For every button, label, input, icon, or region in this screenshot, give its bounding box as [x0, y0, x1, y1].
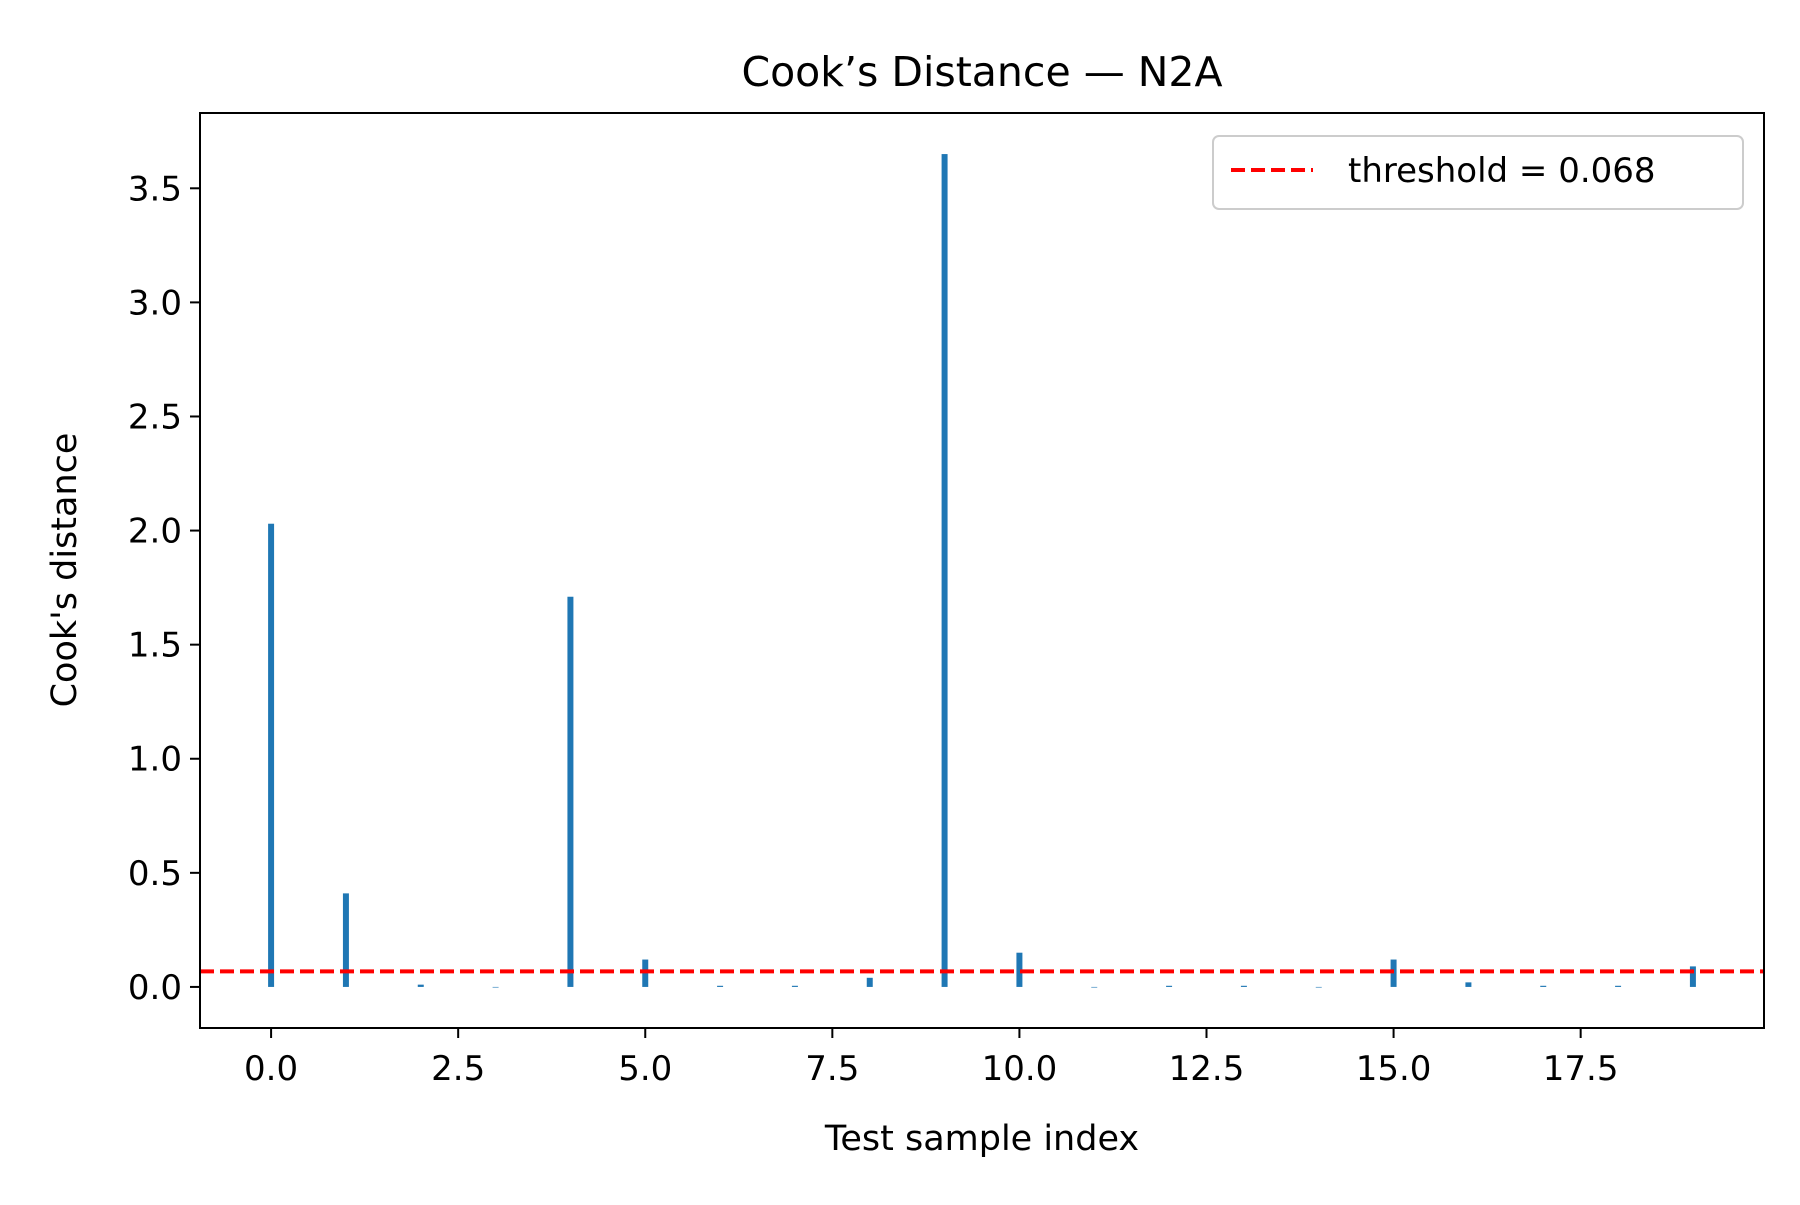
bar-19: [1689, 966, 1696, 987]
x-tick-label: 17.5: [1543, 1049, 1619, 1089]
y-tick-label: 1.0: [128, 740, 182, 780]
y-axis-label: Cook's distance: [45, 433, 85, 708]
y-tick-label: 2.0: [128, 512, 182, 552]
bar-16: [1465, 982, 1472, 987]
x-tick-label: 10.0: [982, 1049, 1058, 1089]
bar-14: [1315, 986, 1322, 988]
y-tick-label: 3.5: [128, 169, 182, 209]
bar-3: [492, 986, 499, 988]
chart-title: Cook’s Distance — N2A: [741, 48, 1222, 96]
y-tick-label: 3.0: [128, 283, 182, 323]
bar-7: [791, 985, 798, 987]
bar-4: [567, 596, 574, 987]
x-tick-label: 15.0: [1356, 1049, 1432, 1089]
bar-9: [941, 154, 948, 987]
bar-2: [417, 984, 424, 987]
y-tick-label: 0.5: [128, 854, 182, 894]
y-ticks-group: 0.0 0.5 1.0 1.5 2.0 2.5 3.0 3.5: [128, 169, 200, 1008]
bar-6: [717, 985, 724, 987]
x-axis-label: Test sample index: [824, 1119, 1139, 1159]
bar-17: [1540, 985, 1547, 987]
bar-18: [1615, 985, 1622, 987]
y-tick-label: 0.0: [128, 968, 182, 1008]
legend-threshold-label: threshold = 0.068: [1348, 151, 1656, 191]
bar-0: [268, 523, 275, 987]
x-tick-label: 5.0: [618, 1049, 672, 1089]
bar-12: [1166, 985, 1173, 987]
legend-box: [1212, 135, 1744, 210]
plot-frame: [199, 112, 1765, 1029]
bar-10: [1016, 952, 1023, 987]
y-tick-label: 1.5: [128, 626, 182, 666]
y-tick-label: 2.5: [128, 397, 182, 437]
bar-8: [866, 977, 873, 987]
legend: threshold = 0.068: [1212, 135, 1744, 210]
bar-13: [1240, 985, 1247, 987]
x-tick-label: 0.0: [244, 1049, 298, 1089]
bar-11: [1091, 986, 1098, 988]
x-ticks-group: 0.0 2.5 5.0 7.5 10.0 12.5 15.0 17.5: [244, 1028, 1619, 1089]
x-tick-label: 12.5: [1169, 1049, 1245, 1089]
bar-1: [342, 893, 349, 987]
x-tick-label: 2.5: [431, 1049, 485, 1089]
x-tick-label: 7.5: [805, 1049, 859, 1089]
